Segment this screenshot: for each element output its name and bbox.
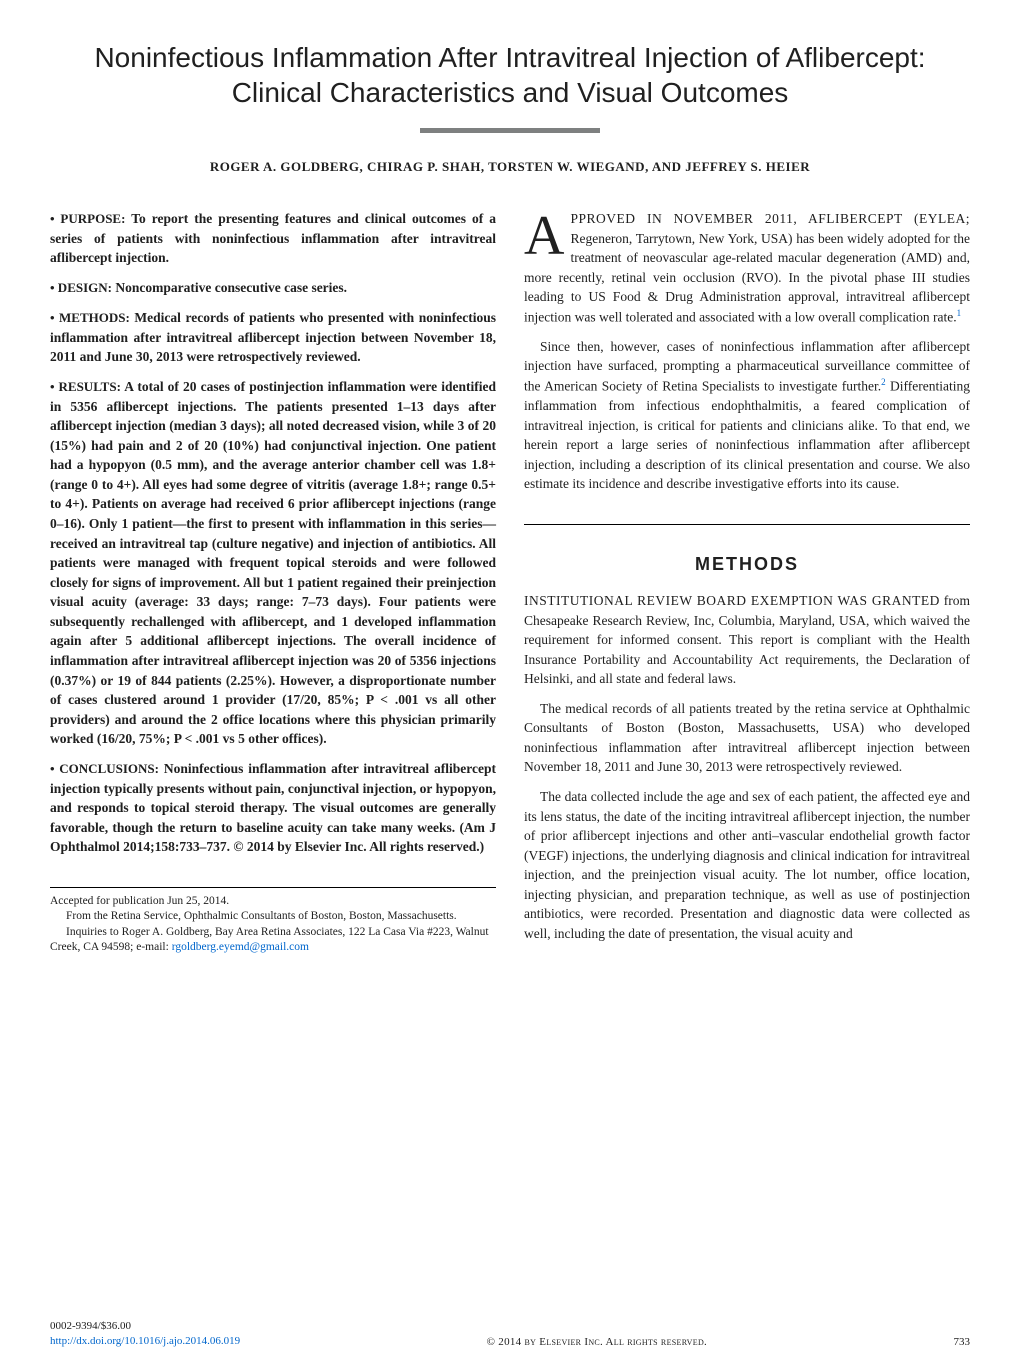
right-column: APPROVED IN NOVEMBER 2011, AFLIBERCEPT (…	[524, 209, 970, 956]
intro-para2-rest: Differentiating inflammation from infect…	[524, 379, 970, 492]
abstract-purpose-label: • PURPOSE:	[50, 211, 125, 226]
intro-para-1: APPROVED IN NOVEMBER 2011, AFLIBERCEPT (…	[524, 209, 970, 327]
abstract-results: • RESULTS: A total of 20 cases of postin…	[50, 377, 496, 749]
footer-copyright: © 2014 by Elsevier Inc. All rights reser…	[487, 1336, 708, 1348]
corresponding-email-link[interactable]: rgoldberg.eyemd@gmail.com	[172, 941, 309, 953]
abstract-methods-label: • METHODS:	[50, 310, 130, 325]
abstract-design: • DESIGN: Noncomparative consecutive cas…	[50, 278, 496, 298]
inquiries-line: Inquiries to Roger A. Goldberg, Bay Area…	[50, 925, 496, 956]
intro-para-2: Since then, however, cases of noninfecti…	[524, 337, 970, 494]
methods-para-3: The data collected include the age and s…	[524, 787, 970, 944]
title-divider	[420, 128, 600, 133]
article-title: Noninfectious Inflammation After Intravi…	[50, 40, 970, 110]
abstract-methods: • METHODS: Medical records of patients w…	[50, 308, 496, 367]
methods-rule	[524, 524, 970, 525]
methods-para-2: The medical records of all patients trea…	[524, 699, 970, 777]
footer-issn-price: 0002-9394/$36.00	[50, 1319, 240, 1333]
abstract-results-text: A total of 20 cases of postinjection inf…	[50, 379, 496, 746]
abstract-results-label: • RESULTS:	[50, 379, 121, 394]
page-number: 733	[953, 1336, 970, 1348]
methods-para-1: INSTITUTIONAL REVIEW BOARD EXEMPTION WAS…	[524, 591, 970, 689]
affiliation-line: From the Retina Service, Ophthalmic Cons…	[50, 909, 496, 925]
left-column: • PURPOSE: To report the presenting feat…	[50, 209, 496, 956]
authors-line: ROGER A. GOLDBERG, CHIRAG P. SHAH, TORST…	[50, 159, 970, 175]
abstract-design-label: • DESIGN:	[50, 280, 112, 295]
ref-sup-1[interactable]: 1	[957, 308, 962, 318]
abstract-conclusions: • CONCLUSIONS: Noninfectious inflammatio…	[50, 759, 496, 857]
abstract-design-text: Noncomparative consecutive case series.	[112, 280, 347, 295]
doi-link[interactable]: http://dx.doi.org/10.1016/j.ajo.2014.06.…	[50, 1335, 240, 1347]
intro-smallcaps-1: PPROVED IN NOVEMBER 2011, AFLIBERCEPT (E…	[570, 211, 970, 226]
dropcap-letter: A	[524, 209, 570, 261]
abstract-purpose: • PURPOSE: To report the presenting feat…	[50, 209, 496, 268]
page-footer: 0002-9394/$36.00 http://dx.doi.org/10.10…	[50, 1319, 970, 1348]
two-column-layout: • PURPOSE: To report the presenting feat…	[50, 209, 970, 956]
footer-left: 0002-9394/$36.00 http://dx.doi.org/10.10…	[50, 1319, 240, 1348]
methods-heading: METHODS	[524, 551, 970, 577]
intro-para1-rest: Regeneron, Tarrytown, New York, USA) has…	[524, 231, 970, 325]
methods-smallcaps: INSTITUTIONAL REVIEW BOARD EXEMPTION WAS…	[524, 593, 940, 608]
abstract-conclusions-label: • CONCLUSIONS:	[50, 761, 159, 776]
accepted-line: Accepted for publication Jun 25, 2014.	[50, 894, 496, 910]
accepted-block: Accepted for publication Jun 25, 2014. F…	[50, 887, 496, 956]
